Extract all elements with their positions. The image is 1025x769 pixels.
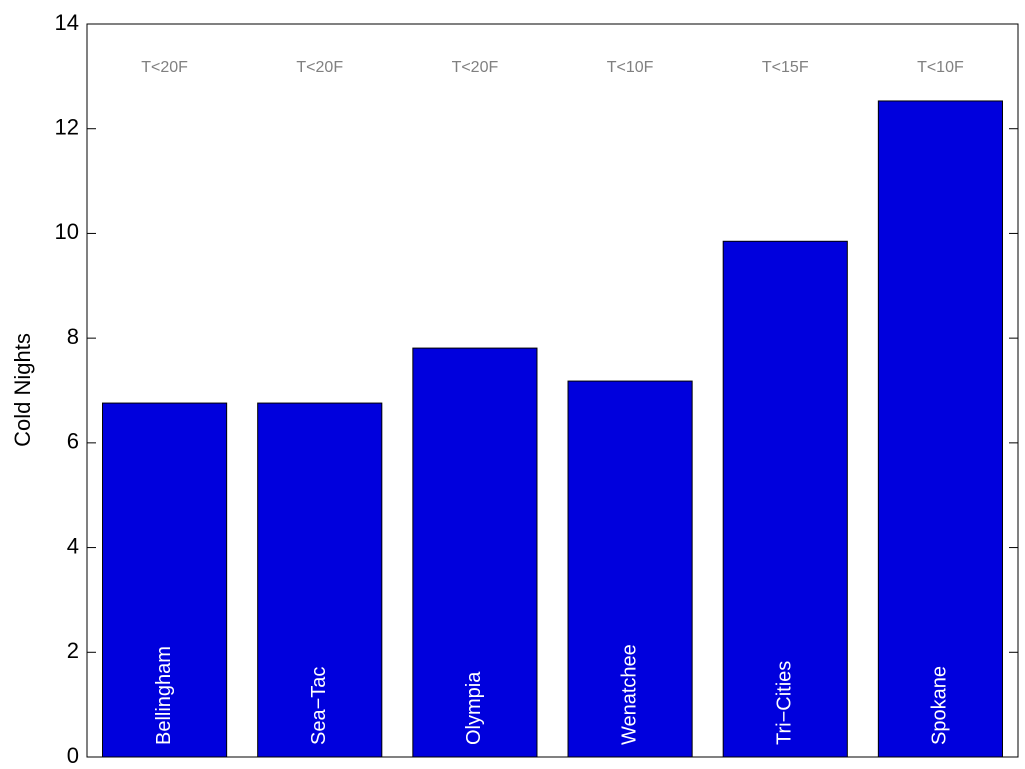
y-tick-label: 8 bbox=[67, 324, 79, 349]
bar bbox=[567, 380, 693, 758]
y-tick-label: 12 bbox=[55, 115, 79, 140]
bar bbox=[102, 402, 228, 758]
annotation: T<20F bbox=[452, 59, 499, 76]
y-tick-label: 2 bbox=[67, 638, 79, 663]
y-tick-label: 10 bbox=[55, 219, 79, 244]
annotation: T<10F bbox=[917, 59, 964, 76]
y-axis-label: Cold Nights bbox=[10, 333, 35, 447]
bar-category-label: Olympia bbox=[463, 671, 485, 745]
plot-frame bbox=[86, 23, 1019, 758]
annotation: T<20F bbox=[296, 59, 343, 76]
bar bbox=[877, 100, 1003, 758]
bar-category-label: Bellingham bbox=[153, 646, 175, 745]
bar-category-label: Tri−Cities bbox=[774, 661, 796, 745]
bar-category-label: Sea−Tac bbox=[308, 667, 330, 745]
bar bbox=[412, 347, 538, 758]
bar bbox=[722, 240, 848, 758]
bar-category-label: Wenatchee bbox=[618, 644, 640, 745]
y-tick-label: 0 bbox=[67, 743, 79, 768]
annotation: T<20F bbox=[141, 59, 188, 76]
annotation: T<15F bbox=[762, 59, 809, 76]
y-tick-label: 6 bbox=[67, 429, 79, 454]
bar-category-label: Spokane bbox=[929, 666, 951, 745]
bar bbox=[257, 402, 383, 758]
annotation: T<10F bbox=[607, 59, 654, 76]
y-tick-label: 4 bbox=[67, 533, 79, 558]
y-tick-label: 14 bbox=[55, 10, 79, 35]
